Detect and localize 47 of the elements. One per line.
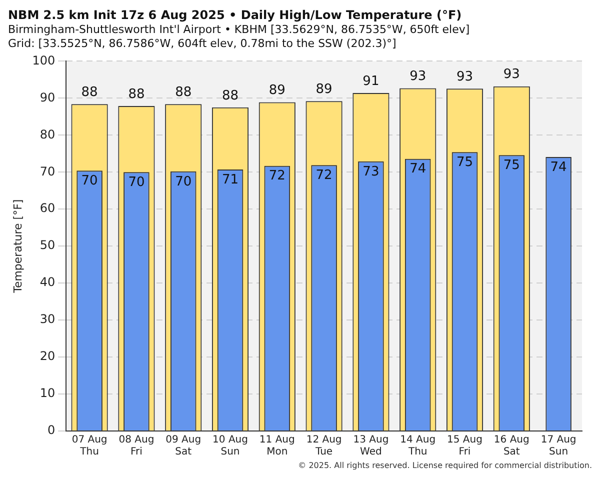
data-label: 71 [222, 172, 239, 188]
data-label: 89 [316, 82, 332, 98]
x-tick-label: 09 Aug Sat [166, 434, 202, 458]
data-label: 72 [268, 168, 286, 184]
data-label: 88 [175, 84, 192, 100]
x-tick-label: 08 Aug Fri [118, 434, 154, 458]
data-label: 88 [222, 88, 239, 104]
data-label: 93 [503, 67, 520, 82]
data-label: 88 [81, 84, 98, 100]
y-tick-label: 100 [32, 53, 56, 68]
x-tick-label: 17 Aug Sun [540, 434, 576, 458]
y-tick-label: 10 [40, 386, 56, 400]
data-label: 75 [503, 158, 520, 174]
x-tick-label: 12 Aug Tue [306, 434, 342, 458]
chart-subtitle: Birmingham-Shuttlesworth Int'l Airport • KBHM [33.5629°N, 86.7535°W, 650ft elev] Grid: [33.5525°N, 86.7586°W, 604ft elev, 0.78mi to the SSW (202.3)°] [8, 23, 471, 51]
data-label: 70 [175, 174, 192, 190]
data-label: 91 [362, 74, 380, 89]
y-tick-label: 80 [40, 127, 56, 142]
chart-title: NBM 2.5 km Init 17z 6 Aug 2025 • Daily High/Low Temperature (°F) [8, 8, 463, 23]
x-tick-label: 11 Aug Mon [259, 434, 295, 458]
data-label: 88 [128, 86, 145, 102]
data-label: 74 [550, 160, 567, 175]
y-tick-label: 70 [40, 164, 56, 178]
y-tick-label: 20 [40, 349, 56, 364]
x-tick-label: 15 Aug Fri [447, 434, 482, 458]
data-label: 89 [268, 83, 286, 98]
data-label: 73 [362, 164, 380, 180]
y-tick-label: 60 [40, 201, 56, 216]
y-axis-title: Temperature [°F] [11, 199, 24, 294]
data-label: 93 [410, 69, 426, 84]
data-label: 93 [456, 69, 474, 84]
x-tick-label: 16 Aug Sat [494, 434, 530, 458]
text: © 2025. All rights reserved. License required for commercial distribution. [297, 461, 592, 470]
y-tick-label: 0 [47, 423, 56, 438]
data-label: 70 [81, 174, 98, 189]
data-label: 70 [128, 175, 145, 190]
data-label: 74 [410, 162, 426, 177]
x-tick-label: 10 Aug Sun [212, 434, 248, 458]
data-label: 72 [316, 168, 332, 183]
x-tick-label: 14 Aug Thu [400, 434, 436, 458]
x-tick-label: 07 Aug Thu [72, 434, 108, 458]
y-tick-label: 50 [40, 238, 56, 252]
y-tick-label: 40 [40, 275, 56, 290]
data-label: 75 [456, 155, 474, 170]
y-tick-label: 30 [40, 312, 56, 326]
x-tick-label: 13 Aug Wed [353, 434, 389, 458]
y-tick-label: 90 [40, 90, 56, 104]
